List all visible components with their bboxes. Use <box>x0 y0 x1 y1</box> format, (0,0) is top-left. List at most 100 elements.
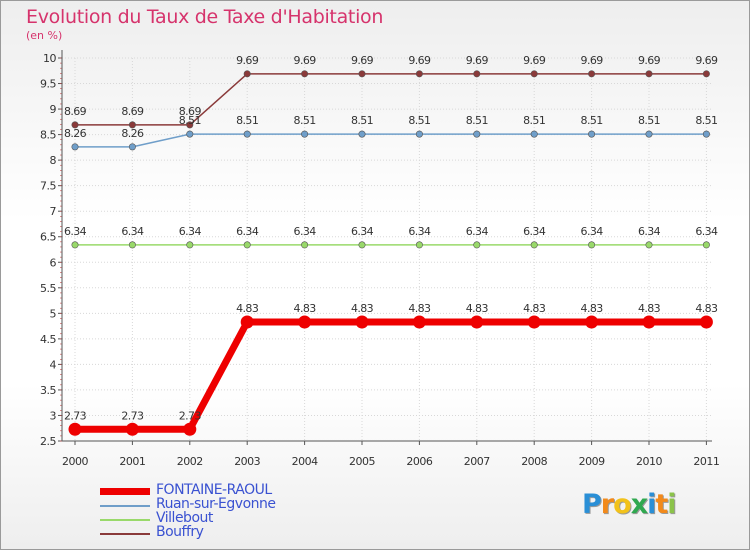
data-label: 6.34 <box>236 225 259 238</box>
data-point <box>473 241 481 249</box>
data-label: 4.83 <box>466 302 489 315</box>
data-point <box>530 241 538 249</box>
data-label: 2.73 <box>179 409 202 422</box>
y-tick-label: 3.5 <box>40 384 56 397</box>
series-bouffry: 8.69 8.69 8.69 9.69 9.69 9.69 9.69 9.69 9.69 9.69… <box>64 54 719 129</box>
legend-label: FONTAINE-RAOUL <box>156 482 272 498</box>
data-label: 6.34 <box>121 225 144 238</box>
data-point <box>415 70 423 78</box>
y-tick-label: 9 <box>50 103 57 116</box>
data-point <box>702 241 710 249</box>
data-point <box>243 241 251 249</box>
legend-label: Ruan-sur-Egvonne <box>156 496 276 512</box>
y-tick-label: 7.5 <box>40 180 56 193</box>
x-tick-label: 2008 <box>521 455 547 468</box>
data-label: 6.34 <box>581 225 604 238</box>
x-tick-label: 2006 <box>406 455 432 468</box>
data-label: 4.83 <box>581 302 604 315</box>
data-point <box>243 130 251 138</box>
proxiti-logo: Proxiti <box>582 489 677 520</box>
series-ruan-sur-egvonne: 8.26 8.26 8.51 8.51 8.51 8.51 8.51 8.51 8.51 8.51… <box>64 114 718 151</box>
data-label: 9.69 <box>638 54 661 67</box>
data-point <box>358 130 366 138</box>
data-label: 4.83 <box>695 302 718 315</box>
data-label: 9.69 <box>236 54 259 67</box>
series-fontaine-raoul: 2.73 2.73 2.73 4.83 4.83 4.83 4.83 4.83 4.83 4.83… <box>64 302 719 436</box>
data-point <box>128 121 136 129</box>
data-point <box>642 315 656 329</box>
data-label: 4.83 <box>236 302 259 315</box>
x-tick-label: 2011 <box>693 455 719 468</box>
legend-label: Bouffry <box>156 524 204 540</box>
y-tick-label: 9.5 <box>40 78 56 91</box>
data-point <box>358 241 366 249</box>
data-label: 6.34 <box>638 225 661 238</box>
data-label: 4.83 <box>523 302 546 315</box>
unit-label: (en %) <box>26 29 63 42</box>
series-villebout: 6.34 6.34 6.34 6.34 6.34 6.34 6.34 6.34 6.34 6.34… <box>64 225 719 249</box>
data-label: 8.51 <box>638 114 660 127</box>
data-point <box>240 315 254 329</box>
data-point <box>71 143 79 151</box>
y-tick-label: 10 <box>43 52 56 65</box>
data-point <box>301 70 309 78</box>
data-label: 8.51 <box>581 114 603 127</box>
data-point <box>412 315 426 329</box>
data-point <box>699 315 713 329</box>
y-tick-label: 8 <box>50 154 57 167</box>
x-tick-label: 2001 <box>119 455 145 468</box>
series-line <box>75 133 707 148</box>
data-label: 6.34 <box>294 225 317 238</box>
legend-label: Villebout <box>156 510 213 526</box>
x-tick-label: 2009 <box>579 455 605 468</box>
logo-letter: r <box>600 489 614 520</box>
data-point <box>702 70 710 78</box>
data-label: 2.73 <box>121 409 144 422</box>
y-tick-label: 6 <box>50 256 57 269</box>
logo-letter: x <box>630 489 648 520</box>
data-label: 4.83 <box>638 302 661 315</box>
grid-lines <box>62 57 712 442</box>
data-point <box>186 121 194 129</box>
data-label: 4.83 <box>294 302 317 315</box>
data-label: 8.26 <box>121 127 144 140</box>
data-point <box>702 130 710 138</box>
y-tick-label: 5 <box>50 307 57 320</box>
data-label: 2.73 <box>64 409 87 422</box>
x-tick-label: 2003 <box>234 455 260 468</box>
data-label: 6.34 <box>523 225 546 238</box>
y-tick-label: 2.5 <box>40 435 56 448</box>
data-point <box>301 130 309 138</box>
data-label: 9.69 <box>695 54 718 67</box>
data-point <box>125 422 139 436</box>
data-label: 8.51 <box>179 114 201 127</box>
data-label: 4.83 <box>351 302 374 315</box>
data-label: 4.83 <box>408 302 431 315</box>
data-point <box>588 241 596 249</box>
data-label: 8.69 <box>64 105 87 118</box>
y-tick-label: 8.5 <box>40 129 56 142</box>
tick-labels: 2.5 3 3.5 4 4.5 5 5.5 6 6.5 7 7.5 8 8.5 9 9.5 10 2000 200… <box>40 52 720 468</box>
data-point <box>71 241 79 249</box>
data-label: 9.69 <box>351 54 374 67</box>
data-label: 6.34 <box>695 225 718 238</box>
y-tick-label: 6.5 <box>40 231 56 244</box>
data-label: 8.51 <box>523 114 545 127</box>
axes <box>58 50 712 445</box>
data-point <box>183 422 197 436</box>
data-point <box>588 130 596 138</box>
data-point <box>645 241 653 249</box>
data-label: 9.69 <box>581 54 604 67</box>
x-tick-label: 2002 <box>177 455 203 468</box>
data-point <box>355 315 369 329</box>
y-tick-label: 3 <box>50 409 57 422</box>
data-label: 8.51 <box>236 114 258 127</box>
data-label: 9.69 <box>408 54 431 67</box>
data-label: 6.34 <box>466 225 489 238</box>
data-point <box>415 130 423 138</box>
x-tick-label: 2010 <box>636 455 662 468</box>
data-label: 6.34 <box>408 225 431 238</box>
logo-letter: i <box>667 489 676 520</box>
